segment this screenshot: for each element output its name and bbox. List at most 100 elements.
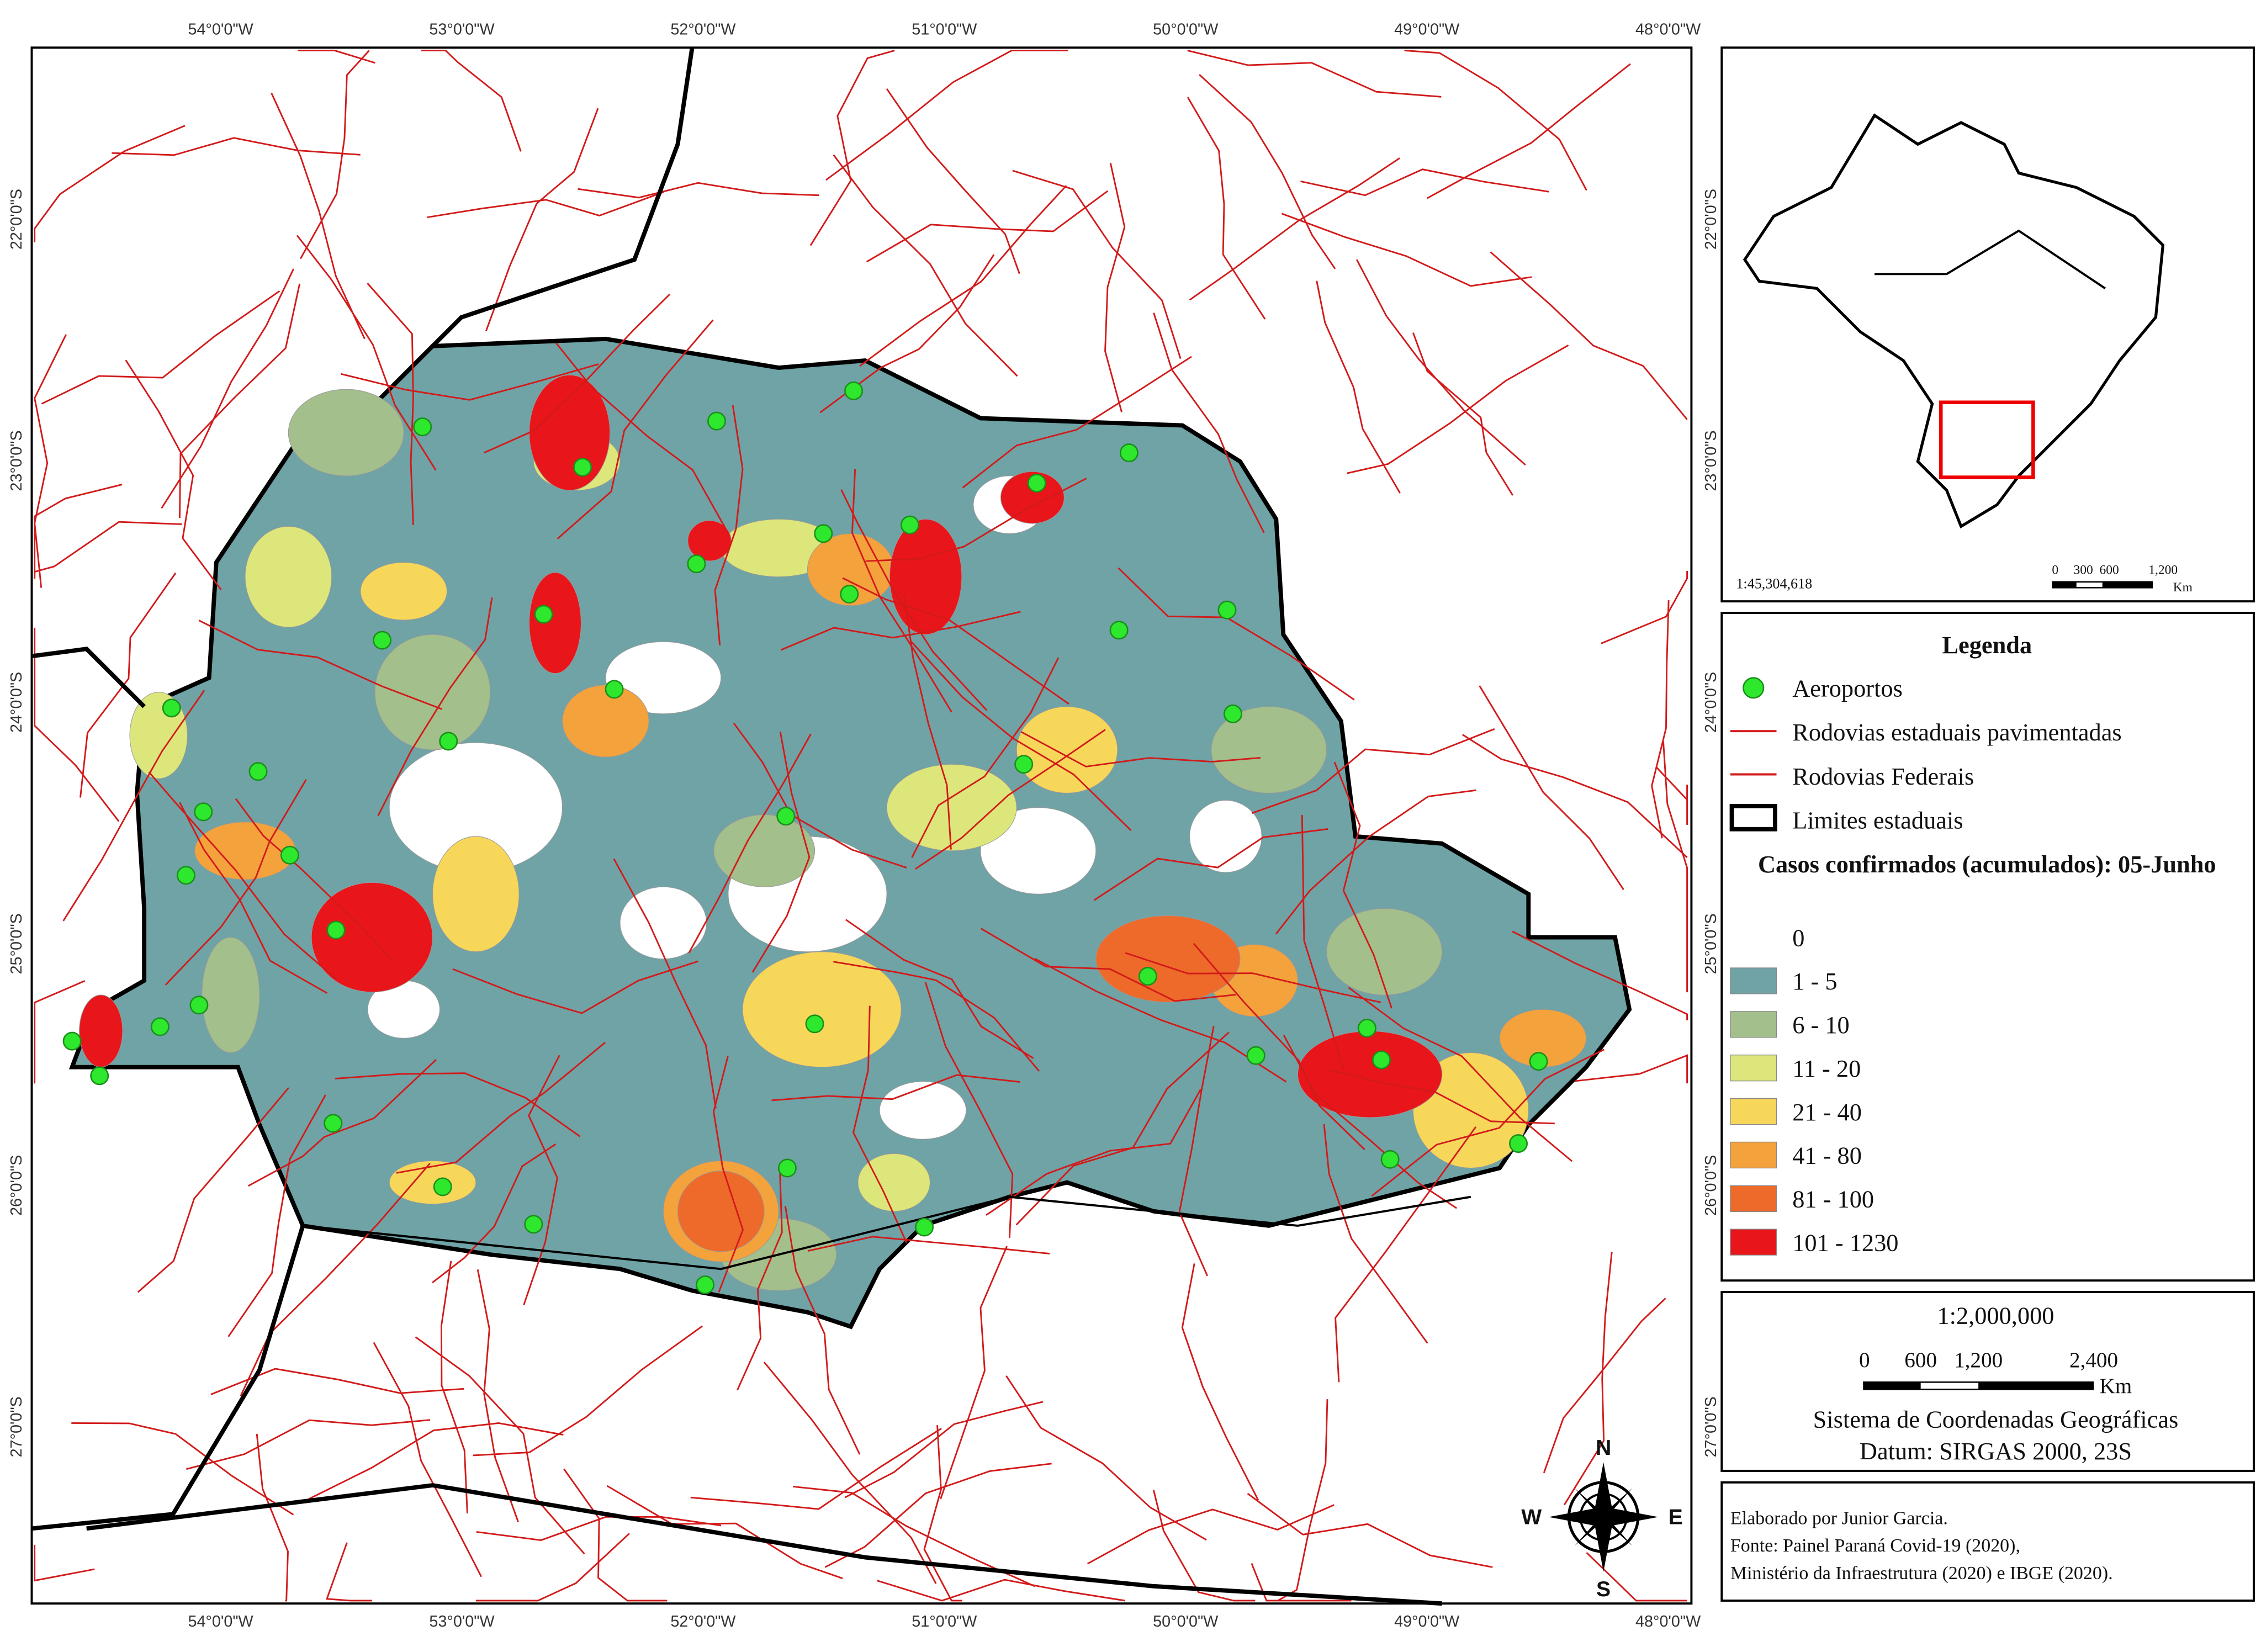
road [886,88,1020,274]
road [1462,734,1688,858]
compass-n: N [1596,1436,1611,1460]
road [1012,170,1182,359]
road [923,1425,962,1602]
lon-label: 52°0'0"W [670,1613,736,1630]
road [784,1205,861,1455]
lat-label: 23°0'0"S [8,430,25,491]
airport [1109,621,1129,640]
municipality-patch [742,951,902,1068]
road [1412,332,1514,496]
road [852,1005,908,1243]
road [473,1325,703,1457]
airport [189,996,209,1015]
road [1574,1054,1688,1084]
road [41,290,280,405]
airport [915,1217,934,1237]
airport [326,920,346,940]
airport [1357,1019,1376,1038]
road [1251,1563,1352,1602]
municipality-patch [1189,799,1262,873]
lat-label: 24°0'0"S [8,672,25,733]
crs: Sistema de Coordenadas Geográficas [1813,1406,2179,1433]
lon-label: 50°0'0"W [1153,21,1219,39]
road [924,982,1014,1238]
airport [605,680,624,699]
road [690,1427,942,1510]
road [1034,957,1287,1083]
compass-e: E [1669,1506,1683,1529]
airport [524,1215,543,1234]
state-border [303,1195,1471,1270]
state-border [86,1483,1442,1606]
road [427,191,664,219]
road [1335,1126,1477,1383]
airport [150,1017,170,1036]
road [940,1246,1008,1500]
airport [1223,704,1242,723]
airport [439,732,458,751]
compass-s: S [1596,1577,1611,1601]
airport [1380,1150,1400,1169]
road [613,858,717,1109]
roads [34,50,1688,1602]
lat-label: 23°0'0"S [1702,430,1720,491]
road [840,489,988,711]
road [186,1419,431,1470]
legend-swatch [1730,1141,1777,1169]
road [298,50,375,64]
municipality-patch [1326,908,1443,996]
legend-swatch [1730,967,1777,994]
road [771,1074,1020,1102]
scale-bar-label: 1,200 [1954,1348,2003,1372]
road [1563,1252,1613,1506]
lon-label: 54°0'0"W [188,1613,253,1630]
legend-class: 21 - 40 [1792,1098,1862,1126]
main-map: 54°0'0"W 54°0'0"W 53°0'0"W 53°0'0"W 52°0'0"W… [8,21,1720,1630]
road [1020,731,1261,767]
airport [1372,1050,1391,1069]
road [34,484,123,579]
legend-class: 0 [1792,924,1804,951]
road [125,359,222,590]
lon-label: 53°0'0"W [429,21,495,39]
cases-title: Casos confirmados (acumulados): 05-Junho [1758,850,2216,878]
lon-label: 49°0'0"W [1394,1613,1460,1630]
road [421,50,522,152]
road [915,729,1106,870]
road [1153,313,1265,533]
airport [162,698,181,718]
airport [1119,443,1139,463]
road [148,771,338,981]
road [1651,600,1670,839]
road [396,1041,606,1174]
road [1125,952,1381,1003]
scale-bar-unit: Km [2100,1374,2132,1398]
legend-class: 1 - 5 [1792,967,1837,995]
legend-item: Aeroportos [1792,674,1903,702]
inset-bar-unit: Km [2173,580,2193,595]
road [34,125,186,242]
legend-swatch [1730,1229,1777,1256]
road [792,1485,1035,1587]
lat-label: 22°0'0"S [1702,189,1720,250]
scale-box: 1:2,000,000 0 600 1,200 2,400 Km Sistema… [1720,1291,2255,1472]
lon-label: 49°0'0"W [1394,21,1460,39]
legend-swatch [1730,1055,1777,1082]
municipality-patch [619,886,707,960]
road [34,521,182,577]
road [807,1236,1050,1255]
airport [194,802,213,822]
airport [707,411,726,431]
scale-bar-label: 0 [1859,1348,1870,1372]
road [1326,1068,1555,1125]
road [235,798,393,960]
road [844,1401,1044,1499]
road [415,1336,585,1555]
road [688,733,812,954]
road [1316,280,1401,494]
road [1275,789,1476,935]
credit-line: Elaborado por Junior Garcia. [1730,1508,1948,1529]
road [62,690,205,922]
road [1178,1026,1215,1277]
